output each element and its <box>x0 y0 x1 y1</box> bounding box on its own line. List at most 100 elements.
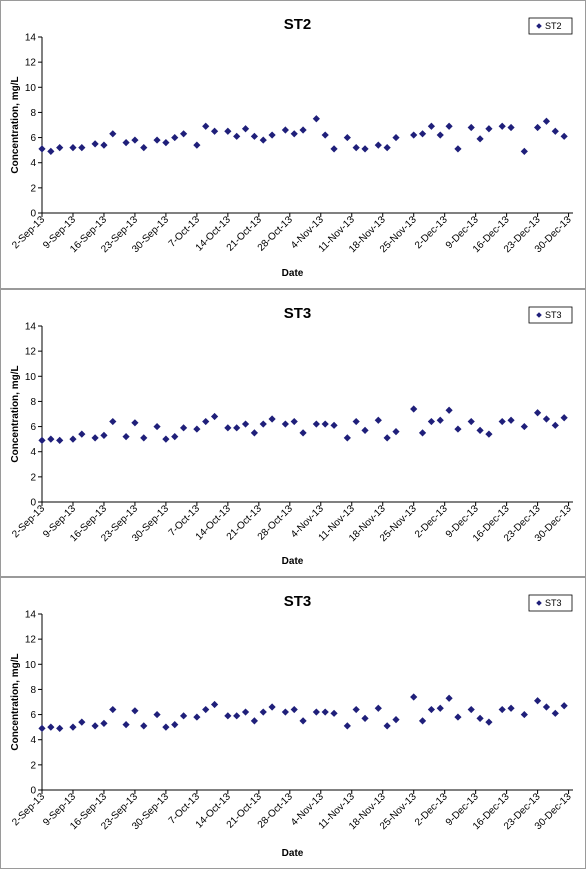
data-point <box>131 136 139 144</box>
data-point <box>374 416 382 424</box>
data-point <box>352 705 360 714</box>
data-point <box>241 420 250 428</box>
data-point <box>210 127 219 135</box>
y-tick-label: 8 <box>30 685 36 696</box>
data-point <box>193 425 201 433</box>
data-point <box>383 144 391 152</box>
data-point <box>56 724 64 732</box>
data-point <box>290 130 298 138</box>
data-point <box>100 141 108 149</box>
legend-label: ST3 <box>545 598 562 608</box>
y-axis-label: Concentration, mg/L <box>10 76 21 173</box>
data-point <box>410 131 418 139</box>
y-tick-label: 2 <box>30 472 36 483</box>
data-point <box>410 693 418 701</box>
x-tick-label: 2-Dec-13 <box>413 791 450 828</box>
data-point <box>224 424 232 432</box>
data-point <box>445 694 453 702</box>
data-point <box>202 417 210 426</box>
data-point <box>343 722 351 730</box>
data-point <box>507 123 515 132</box>
data-point <box>78 430 86 438</box>
data-point <box>330 145 338 153</box>
data-point <box>233 424 241 432</box>
data-point <box>268 703 276 711</box>
y-tick-label: 12 <box>25 347 37 358</box>
data-point <box>312 708 320 716</box>
data-point <box>268 415 276 423</box>
data-point <box>233 132 241 140</box>
data-point <box>47 147 55 155</box>
data-point <box>418 130 427 138</box>
data-point <box>299 717 307 725</box>
data-point <box>109 705 117 714</box>
y-tick-label: 8 <box>30 397 36 408</box>
data-point <box>542 703 551 711</box>
data-point <box>392 428 400 436</box>
data-point <box>485 718 493 726</box>
legend-box <box>528 17 573 35</box>
x-tick-label: 2-Dec-13 <box>413 503 450 540</box>
legend-box <box>528 594 573 612</box>
data-point <box>534 697 542 705</box>
data-point <box>100 431 108 439</box>
x-axis-label: Date <box>282 556 304 567</box>
data-point <box>551 421 559 429</box>
y-tick-label: 8 <box>30 108 36 119</box>
data-point <box>180 424 188 432</box>
data-point <box>122 433 130 441</box>
y-tick-label: 14 <box>25 322 37 333</box>
data-point <box>498 705 506 714</box>
chart-panel-st3-second: ST3 0 2 4 6 8 10 12 14 2-Sep-13 9-Sep-13 16-Sep-13 2… <box>0 577 586 869</box>
y-tick-label: 4 <box>30 158 36 169</box>
data-point <box>467 417 475 426</box>
y-tick-label: 12 <box>25 58 37 69</box>
data-point <box>321 131 329 139</box>
data-point <box>352 144 360 152</box>
data-point <box>47 723 55 731</box>
data-point <box>476 135 484 143</box>
data-point <box>498 417 506 426</box>
x-axis-label: Date <box>282 848 304 859</box>
data-point <box>476 714 484 722</box>
data-point <box>507 704 515 712</box>
chart-svg: ST2024681012142-Sep-139-Sep-1316-Sep-132… <box>10 16 574 279</box>
data-point <box>69 723 77 731</box>
data-point <box>140 722 148 730</box>
chart-panel-st3: ST3 0 2 4 6 8 10 12 14 2-Sep-13 9-Sep-13 16-Sep-13 2… <box>0 289 586 577</box>
chart-svg: ST3024681012142-Sep-139-Sep-1316-Sep-132… <box>10 593 574 859</box>
data-point <box>392 716 400 724</box>
data-point <box>38 436 46 444</box>
data-point <box>454 145 462 153</box>
data-point <box>47 435 55 443</box>
chart-title: ST2 <box>284 16 312 33</box>
legend-marker <box>536 312 542 318</box>
data-point <box>131 419 139 427</box>
data-point <box>122 139 130 147</box>
data-point <box>259 708 267 716</box>
legend: ST3 <box>528 306 573 324</box>
data-point <box>259 420 267 428</box>
data-point <box>374 704 382 712</box>
y-axis-label: Concentration, mg/L <box>10 653 21 750</box>
data-point <box>131 707 139 715</box>
data-point <box>418 429 427 437</box>
data-point <box>180 712 188 720</box>
x-tick-label: 2-Sep-13 <box>10 214 47 251</box>
data-point <box>383 434 391 442</box>
data-point <box>56 436 64 444</box>
legend-label: ST2 <box>545 21 562 31</box>
y-tick-label: 14 <box>25 33 37 44</box>
data-point <box>330 421 338 429</box>
data-point <box>78 718 86 726</box>
chart-panel-st2: ST2 0 2 4 6 8 10 12 14 2-Sep-13 9-Sep-13 16-Sep-13 2… <box>0 0 586 289</box>
data-point <box>427 705 435 714</box>
data-point <box>162 139 170 147</box>
legend: ST3 <box>528 594 573 612</box>
data-point <box>454 713 462 721</box>
data-point <box>454 425 462 433</box>
data-point <box>109 130 117 138</box>
data-point <box>78 144 86 152</box>
data-point <box>520 710 528 719</box>
data-point <box>361 714 369 722</box>
